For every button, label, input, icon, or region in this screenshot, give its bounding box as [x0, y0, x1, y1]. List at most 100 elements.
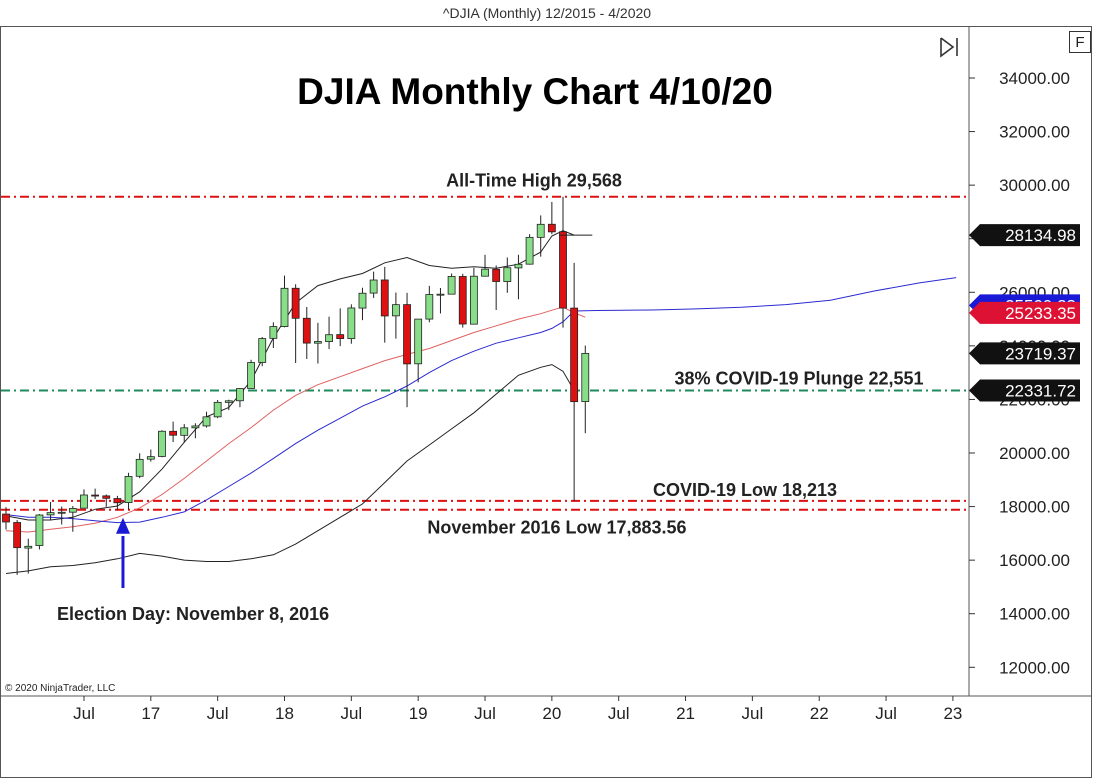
y-tick-label: 16000.00	[999, 551, 1070, 570]
chart-title: DJIA Monthly Chart 4/10/20	[297, 71, 773, 112]
candle-body	[347, 307, 356, 340]
candle-body	[336, 334, 345, 339]
price-tag-bg	[969, 301, 1080, 324]
price-tag-label: 28134.98	[1005, 226, 1076, 245]
candle-body	[135, 458, 144, 477]
y-tick-label: 12000.00	[999, 658, 1070, 677]
x-tick-label: 19	[409, 704, 428, 723]
candle-body	[403, 304, 411, 365]
x-tick-label: Jul	[608, 704, 630, 723]
candle-body	[447, 276, 456, 295]
level-label-1: 38% COVID-19 Plunge 22,551	[674, 369, 923, 389]
price-tag-bg	[969, 224, 1080, 247]
candle-body	[302, 317, 311, 344]
window-title: ^DJIA (Monthly) 12/2015 - 4/2020	[442, 5, 652, 21]
candle-body	[146, 456, 155, 460]
candle-body	[536, 223, 545, 238]
election-day-label: Election Day: November 8, 2016	[57, 604, 329, 624]
x-tick-label: 18	[275, 704, 294, 723]
candle-body	[68, 508, 77, 513]
x-tick-label: 23	[943, 704, 962, 723]
candle-body	[191, 425, 200, 429]
price-tag-bg	[969, 342, 1080, 365]
y-tick-label: 32000.00	[999, 123, 1070, 142]
price-tag: 23719.37	[969, 342, 1080, 365]
x-tick-label: Jul	[340, 704, 362, 723]
x-tick-label: Jul	[875, 704, 897, 723]
candle-body	[436, 293, 445, 296]
candle-body	[291, 287, 300, 319]
price-tag: 22331.72	[969, 379, 1080, 402]
candle-body	[570, 307, 579, 403]
x-tick-label: 20	[542, 704, 561, 723]
candle-body	[514, 263, 523, 269]
candle-body	[202, 416, 211, 427]
candle-body	[581, 352, 590, 402]
candle-body	[481, 268, 489, 277]
candle-body	[35, 514, 44, 546]
candle-body	[113, 498, 122, 504]
level-label-0: All-Time High 29,568	[446, 171, 622, 191]
level-labels: All-Time High 29,568 38% COVID-19 Plunge …	[427, 171, 923, 538]
chart-frame	[0, 26, 1092, 778]
candle-body	[280, 287, 289, 327]
candle-body	[102, 495, 111, 499]
x-tick-label: Jul	[474, 704, 496, 723]
price-tag-label: 22331.72	[1005, 382, 1076, 401]
x-tick-label: 17	[141, 704, 160, 723]
x-tick-label: 21	[676, 704, 695, 723]
candle-body	[180, 427, 189, 436]
candle-body	[458, 276, 467, 325]
y-tick-label: 18000.00	[999, 498, 1070, 517]
candle-body	[503, 267, 512, 282]
candle-body	[369, 279, 378, 294]
candle-body	[358, 292, 367, 309]
copyright-text: © 2020 NinjaTrader, LLC	[5, 683, 115, 694]
candle-body	[247, 362, 255, 389]
lower-band-line	[5, 364, 575, 574]
candle-body	[258, 338, 267, 363]
x-tick-label: 22	[810, 704, 829, 723]
candle-body	[24, 545, 33, 549]
y-tick-label: 14000.00	[999, 605, 1070, 624]
candle-body	[391, 304, 400, 317]
y-tick-label: 30000.00	[999, 176, 1070, 195]
candle-body	[213, 401, 222, 418]
candle-body	[380, 279, 389, 317]
price-tag: 25233.35	[969, 301, 1080, 324]
scroll-to-end-icon[interactable]	[938, 36, 960, 58]
x-tick-label: Jul	[207, 704, 229, 723]
candle-body	[314, 341, 322, 344]
candle-body	[57, 511, 66, 514]
candle-body	[547, 223, 556, 233]
candle-body	[269, 326, 278, 339]
candle-body	[124, 476, 133, 503]
candle-body	[13, 522, 22, 549]
y-tick-label: 20000.00	[999, 444, 1070, 463]
candle-body	[158, 430, 166, 457]
candle-body	[325, 334, 333, 342]
candle-body	[492, 268, 501, 282]
level-label-2: COVID-19 Low 18,213	[653, 480, 837, 500]
horizontal-levels	[1, 195, 969, 511]
candle-body	[525, 236, 534, 265]
f-button[interactable]: F	[1069, 31, 1091, 53]
election-day-arrow	[115, 517, 130, 588]
red-moving-average-line	[5, 306, 586, 533]
candle-body	[425, 294, 434, 320]
price-tag-bg	[969, 379, 1080, 402]
candle-body	[236, 388, 244, 402]
y-tick-label: 34000.00	[999, 69, 1070, 88]
level-label-3: November 2016 Low 17,883.56	[427, 518, 686, 538]
candle-body	[2, 513, 10, 523]
candle-body	[559, 231, 567, 309]
candle-body	[224, 400, 233, 403]
candle-body	[91, 494, 100, 497]
candle-body	[414, 318, 423, 365]
candle-body	[46, 512, 55, 516]
price-tag: 28134.98	[969, 224, 1080, 247]
x-tick-label: Jul	[73, 704, 95, 723]
price-tag-label: 23719.37	[1005, 344, 1076, 363]
